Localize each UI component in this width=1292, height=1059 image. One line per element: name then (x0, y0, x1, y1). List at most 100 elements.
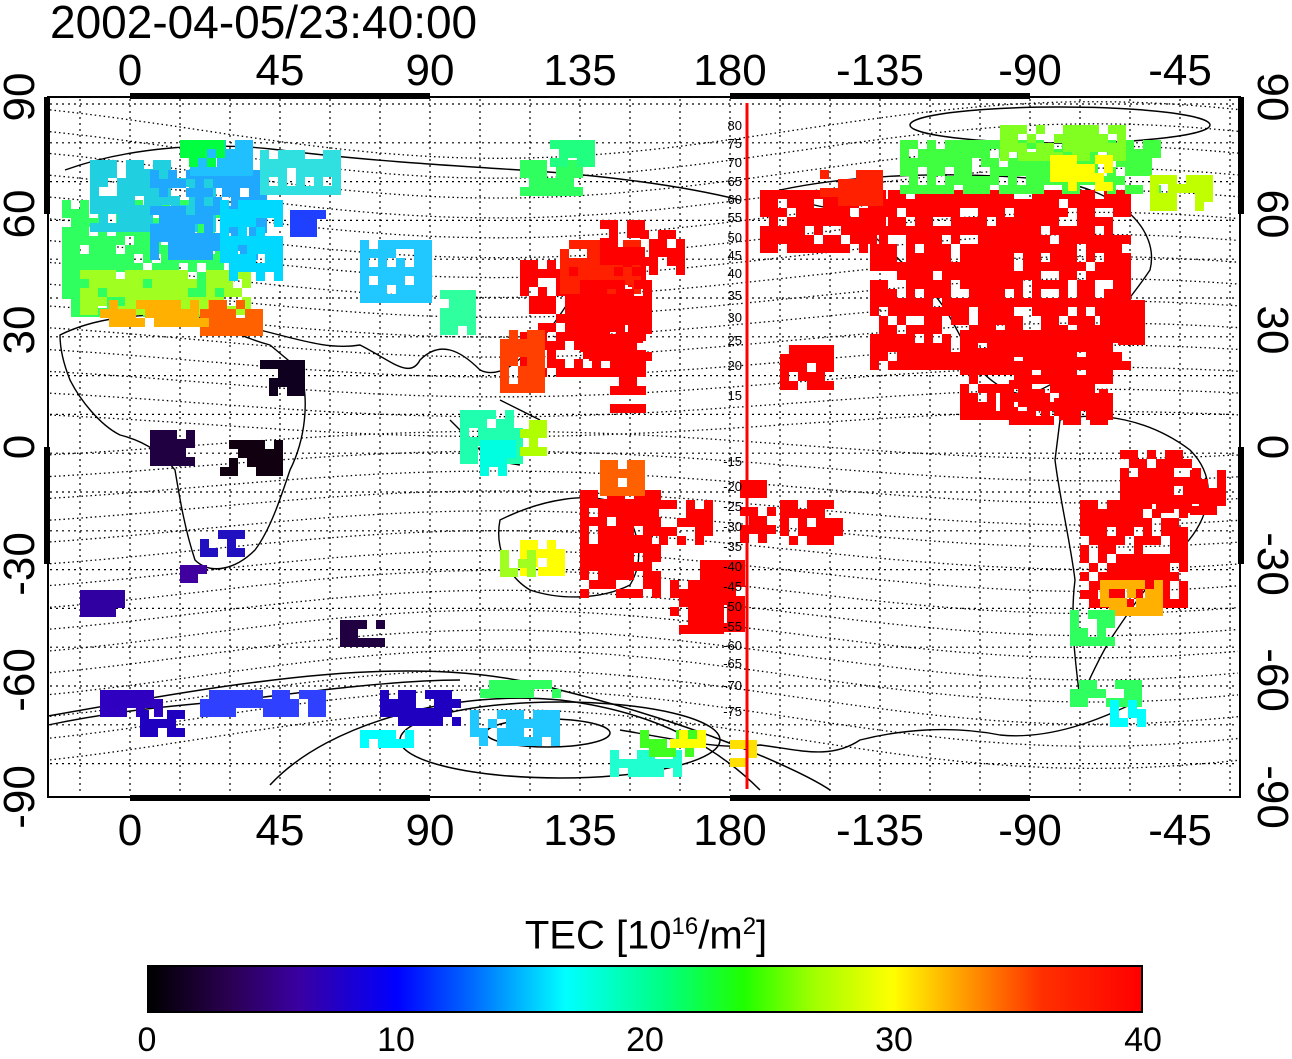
tec-cluster (520, 420, 547, 456)
lon-tick-label: 90 (406, 46, 455, 95)
contour-label: -35 (723, 539, 742, 554)
contour-label: -30 (723, 519, 742, 534)
contour-label: 70 (728, 155, 742, 170)
tec-cluster (670, 730, 706, 748)
tec-cluster (550, 140, 595, 167)
tec-cluster (600, 460, 645, 496)
tec-cluster (260, 360, 305, 396)
tec-cluster (200, 530, 245, 557)
tec-cluster (200, 300, 263, 336)
tec-cluster (290, 210, 326, 237)
contour-label: 80 (728, 118, 742, 133)
lat-tick-label: 60 (1248, 190, 1292, 239)
contour-label: 25 (728, 333, 742, 348)
lon-tick-label: -135 (836, 806, 924, 855)
tec-cluster (500, 550, 536, 577)
tec-cluster (440, 290, 476, 335)
tec-cluster (1000, 380, 1108, 425)
colorbar-label: 20 (626, 1021, 664, 1059)
lon-tick-label: 135 (543, 46, 616, 95)
contour-label: 55 (728, 210, 742, 225)
timestamp-title: 2002-04-05/23:40:00 (50, 0, 478, 48)
colorbar-label: 30 (875, 1021, 913, 1059)
tec-cluster (1070, 610, 1115, 646)
tec-cluster (1000, 125, 1126, 161)
contour-label: 35 (728, 288, 742, 303)
tec-cluster (260, 150, 341, 195)
lon-tick-label: -90 (998, 806, 1062, 855)
tec-cluster (520, 540, 565, 576)
tec-cluster (780, 500, 843, 545)
contour-label: -65 (723, 656, 742, 671)
tec-cluster (470, 710, 560, 746)
top-longitude-ticks: 0 45 90 135 180 -135 -90 -45 (118, 46, 1212, 95)
lat-tick-label: 90 (0, 73, 44, 122)
lon-tick-label: -135 (836, 46, 924, 95)
lon-tick-label: 0 (118, 46, 142, 95)
tec-cluster (180, 565, 207, 583)
colorbar-label: 40 (1124, 1021, 1162, 1059)
lon-tick-label: -45 (1148, 806, 1212, 855)
tec-cluster (480, 440, 516, 476)
lon-tick-label: 0 (118, 806, 142, 855)
contour-label: -50 (723, 599, 742, 614)
lon-tick-label: 180 (693, 806, 766, 855)
tec-cluster (700, 560, 745, 632)
tec-cluster (580, 490, 661, 598)
tec-cluster (780, 345, 834, 390)
contour-label: -20 (723, 479, 742, 494)
lon-tick-label: 45 (256, 46, 305, 95)
contour-label: -70 (723, 678, 742, 693)
contour-label: -40 (723, 559, 742, 574)
contour-label: -15 (723, 454, 742, 469)
tec-cluster (580, 280, 652, 361)
lat-tick-label: 0 (0, 435, 44, 459)
lat-tick-label: 0 (1248, 435, 1292, 459)
tec-cluster (380, 690, 461, 726)
tec-cluster (480, 680, 561, 698)
tec-cluster (520, 160, 583, 196)
tec-cluster (1050, 155, 1113, 191)
tec-cluster (640, 230, 685, 275)
tec-cluster (80, 590, 125, 617)
tec-cluster (500, 330, 545, 393)
lat-tick-label: -90 (0, 765, 44, 829)
tec-cluster (1110, 700, 1146, 727)
right-latitude-ticks: 90 60 30 0 -30 -60 -90 (1248, 73, 1292, 829)
tec-cluster (870, 190, 1131, 370)
contour-label: 20 (728, 358, 742, 373)
tec-cluster (1150, 175, 1213, 211)
tec-cluster (820, 170, 883, 206)
lon-tick-label: -45 (1148, 46, 1212, 95)
tec-colorbar (147, 965, 1143, 1013)
contour-label: -75 (723, 704, 742, 719)
lat-tick-label: -30 (0, 532, 44, 596)
tec-cluster (760, 190, 886, 253)
tec-cluster (100, 300, 217, 327)
contour-label: 15 (728, 388, 742, 403)
axis-bars (44, 93, 1244, 801)
lat-tick-label: 90 (1248, 73, 1292, 122)
lat-tick-label: 30 (1248, 306, 1292, 355)
tec-cluster (220, 440, 283, 476)
lon-tick-label: 90 (406, 806, 455, 855)
contour-label: 45 (728, 248, 742, 263)
contour-labels: 80 75 70 65 60 55 50 45 40 35 30 25 20 15 -15 -20 -25 -30… (723, 118, 742, 719)
lat-tick-label: -60 (0, 648, 44, 712)
tec-cluster (1190, 470, 1226, 515)
colorbar-title: TEC [1016/m2] (524, 913, 768, 958)
tec-cluster (100, 690, 163, 717)
lat-tick-label: 60 (0, 190, 44, 239)
contour-label: -55 (723, 619, 742, 634)
contour-label: 40 (728, 266, 742, 281)
tec-cluster (1070, 680, 1142, 707)
tec-cluster (650, 500, 713, 545)
tec-cluster (730, 740, 757, 767)
tec-cluster (140, 710, 185, 737)
tec-cluster (220, 200, 283, 281)
lat-tick-label: -90 (1248, 765, 1292, 829)
left-latitude-ticks: 90 60 30 0 -30 -60 -90 (0, 73, 44, 829)
lon-tick-label: 135 (543, 806, 616, 855)
bottom-longitude-ticks: 0 45 90 135 180 -135 -90 -45 (118, 806, 1212, 855)
tec-cluster (180, 140, 225, 167)
